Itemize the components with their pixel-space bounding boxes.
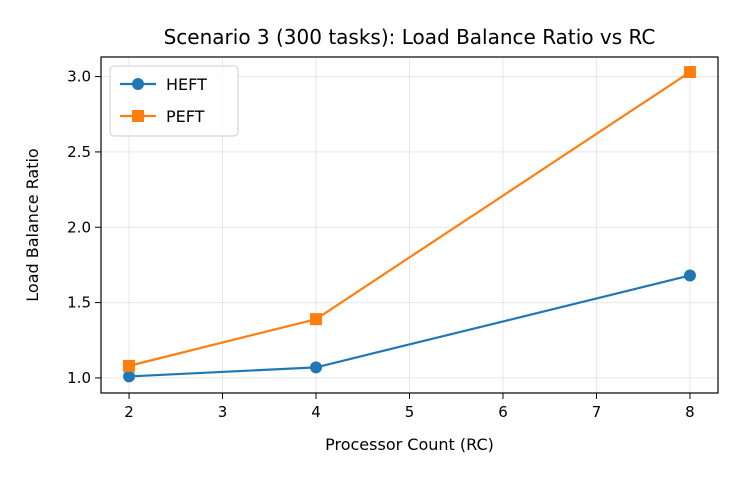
y-tick-label: 1.0 [67,369,91,387]
chart-title: Scenario 3 (300 tasks): Load Balance Rat… [164,25,656,49]
x-tick-label: 4 [311,403,321,421]
y-tick-label: 3.0 [67,68,91,86]
legend-marker-peft [132,110,144,122]
data-point-peft [683,66,696,79]
data-point-heft [123,370,136,383]
x-tick-label: 2 [124,403,134,421]
x-axis-label: Processor Count (RC) [325,435,494,454]
ticks: 2 3 4 5 6 7 8 1.0 1.5 2.0 2.5 3.0 [67,68,695,421]
x-tick-label: 5 [405,403,415,421]
data-point-peft [310,313,323,326]
series-group [123,66,696,383]
y-tick-label: 1.5 [67,294,91,312]
x-tick-label: 3 [218,403,228,421]
legend-label-peft: PEFT [166,107,205,126]
data-point-heft [683,269,696,282]
data-point-peft [123,359,136,372]
data-point-heft [310,361,323,374]
y-tick-label: 2.0 [67,218,91,236]
x-tick-label: 8 [685,403,695,421]
y-axis-label: Load Balance Ratio [23,148,42,301]
legend: HEFT PEFT [109,65,239,137]
legend-marker-heft [132,78,144,90]
x-tick-label: 6 [498,403,508,421]
x-tick-label: 7 [592,403,602,421]
legend-label-heft: HEFT [166,75,207,94]
y-tick-label: 2.5 [67,143,91,161]
